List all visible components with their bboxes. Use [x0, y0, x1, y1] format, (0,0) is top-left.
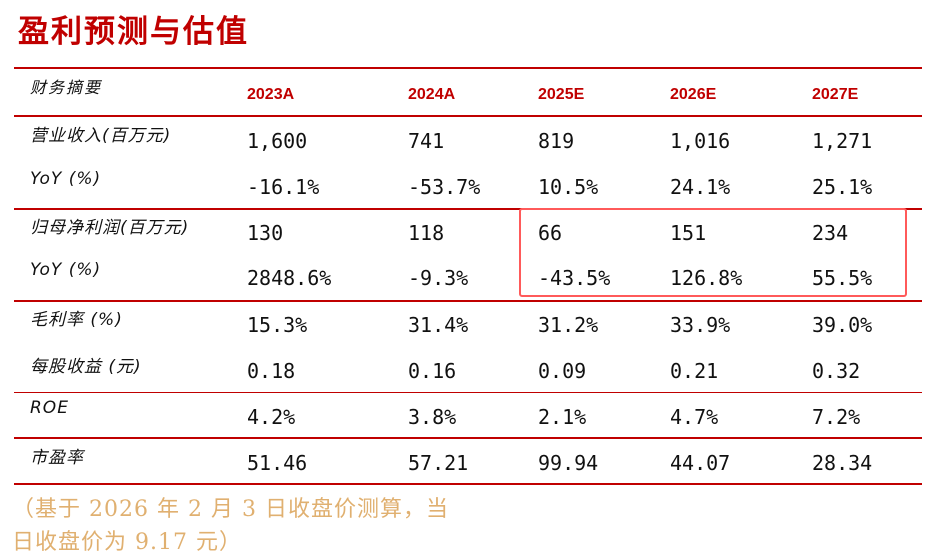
year-header: 2024A	[408, 86, 456, 103]
row-divider	[14, 392, 922, 393]
table-cell: 33.9%	[670, 313, 731, 337]
year-header: 2027E	[812, 86, 859, 103]
table-cell: 31.4%	[408, 313, 469, 337]
table-cell: 66	[538, 221, 563, 245]
table-cell: 15.3%	[247, 313, 308, 337]
year-header: 2023A	[247, 86, 295, 103]
highlight-box	[519, 208, 907, 297]
table-cell: 118	[408, 221, 445, 245]
year-header: 2025E	[538, 86, 585, 103]
table-cell: 39.0%	[812, 313, 873, 337]
row-divider	[14, 437, 922, 439]
table-cell: 234	[812, 221, 849, 245]
table-cell: 0.16	[408, 359, 457, 383]
table-cell: 741	[408, 129, 445, 153]
table-cell: 28.34	[812, 451, 873, 475]
table-cell: 55.5%	[812, 266, 873, 290]
footnote-line-2: 日收盘价为 9.17 元）	[12, 530, 242, 555]
table-top-rule	[14, 67, 922, 69]
row-divider	[14, 115, 922, 117]
table-cell: 2.1%	[538, 405, 587, 429]
footnote-line-1: （基于 2026 年 2 月 3 日收盘价测算，当	[12, 497, 449, 522]
table-cell: 130	[247, 221, 284, 245]
row-divider	[14, 208, 922, 210]
table-cell: 25.1%	[812, 175, 873, 199]
row-label: 每股收益 (元)	[30, 357, 142, 377]
table-bottom-rule	[14, 483, 922, 485]
table-cell: 31.2%	[538, 313, 599, 337]
table-cell: -16.1%	[247, 175, 320, 199]
row-label: 市盈率	[30, 448, 84, 468]
row-label: 营业收入(百万元)	[30, 126, 172, 146]
table-cell: 4.2%	[247, 405, 296, 429]
table-cell: 1,600	[247, 129, 308, 153]
table-cell: 57.21	[408, 451, 469, 475]
table-cell: 819	[538, 129, 575, 153]
table-cell: 0.21	[670, 359, 719, 383]
table-cell: 0.09	[538, 359, 587, 383]
row-divider	[14, 300, 922, 302]
table-cell: -43.5%	[538, 266, 611, 290]
table-cell: 4.7%	[670, 405, 719, 429]
table-cell: 1,016	[670, 129, 731, 153]
table-cell: 24.1%	[670, 175, 731, 199]
header-label: 财务摘要	[30, 78, 103, 97]
table-cell: 2848.6%	[247, 266, 332, 290]
table-cell: 7.2%	[812, 405, 861, 429]
table-cell: 151	[670, 221, 707, 245]
table-cell: 126.8%	[670, 266, 743, 290]
table-cell: -53.7%	[408, 175, 481, 199]
row-label: 毛利率 (%)	[30, 310, 123, 330]
year-header: 2026E	[670, 86, 717, 103]
table-cell: 1,271	[812, 129, 873, 153]
table-cell: 0.32	[812, 359, 861, 383]
table-cell: 0.18	[247, 359, 296, 383]
row-label: YoY (%)	[30, 169, 102, 189]
row-label: YoY (%)	[30, 260, 102, 280]
table-cell: 51.46	[247, 451, 308, 475]
row-label: ROE	[30, 398, 69, 418]
row-label: 归母净利润(百万元)	[30, 218, 190, 238]
table-cell: 10.5%	[538, 175, 599, 199]
table-cell: 44.07	[670, 451, 731, 475]
table-cell: -9.3%	[408, 266, 469, 290]
page-title: 盈利预测与估值	[18, 14, 249, 50]
table-cell: 3.8%	[408, 405, 457, 429]
table-cell: 99.94	[538, 451, 599, 475]
